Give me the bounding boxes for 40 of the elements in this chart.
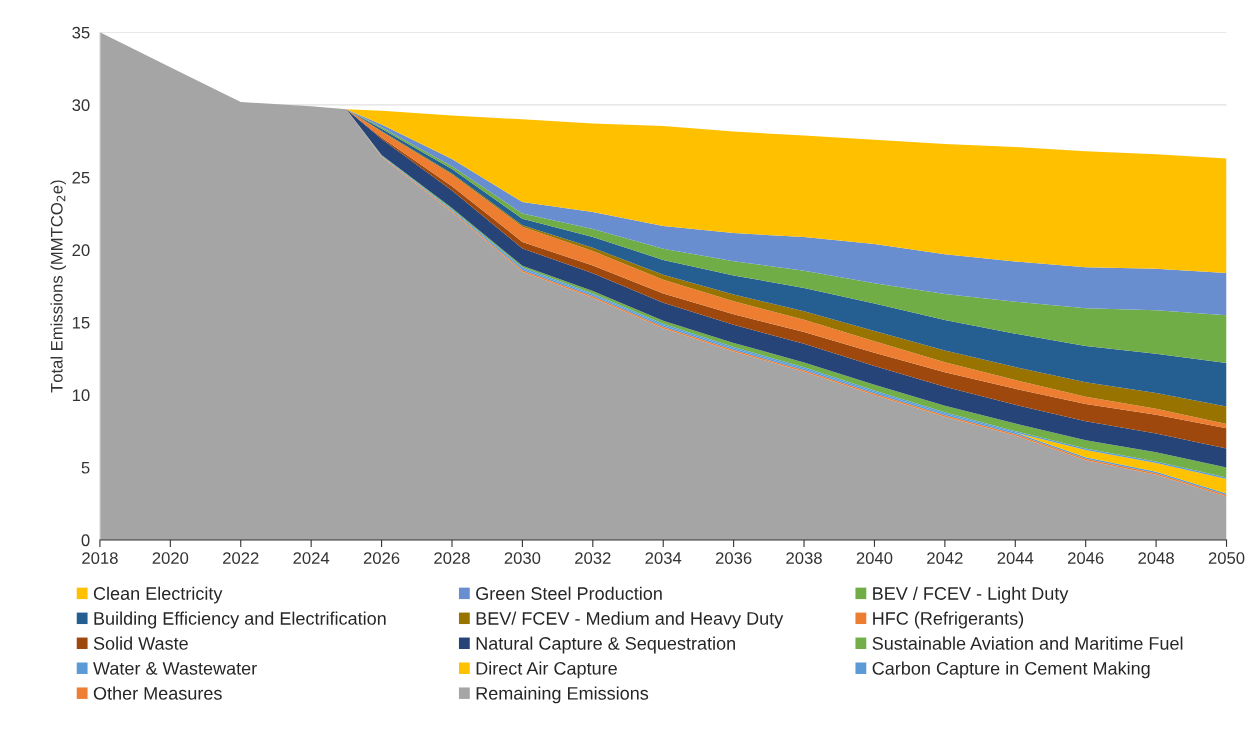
y-tick-label: 5 — [81, 461, 90, 474]
legend-label: Solid Waste — [93, 636, 188, 650]
x-tick-label: 2028 — [434, 552, 470, 564]
legend-label: Other Measures — [93, 686, 222, 700]
y-tick-label: 25 — [72, 171, 90, 184]
x-tick-label: 2026 — [363, 552, 400, 564]
legend-label: Green Steel Production — [476, 586, 662, 600]
x-tick-label: 2018 — [82, 552, 118, 564]
legend-label: BEV/ FCEV - Medium and Heavy Duty — [476, 611, 784, 629]
x-tick-label: 2030 — [504, 552, 541, 564]
x-tick-label: 2022 — [223, 552, 259, 564]
x-tick-label: 2040 — [856, 552, 893, 564]
x-tick-label: 2044 — [997, 552, 1034, 564]
x-tick-label: 2048 — [1138, 552, 1174, 564]
legend-label: Clean Electricity — [93, 586, 223, 604]
x-tick-label: 2038 — [786, 552, 822, 564]
legend-label: Natural Capture & Sequestration — [476, 636, 735, 654]
legend-label: Carbon Capture in Cement Making — [872, 661, 1150, 679]
x-tick-label: 2046 — [1068, 552, 1104, 564]
y-tick-label: 35 — [72, 26, 90, 39]
x-tick-label: 2036 — [715, 552, 752, 564]
x-tick-label: 2034 — [645, 552, 682, 564]
legend-label: Building Efficiency and Electrification — [94, 611, 386, 629]
x-tick-label: 2020 — [152, 552, 189, 564]
y-axis-title: Total Emissions (MMTCO$_{2}$e) — [50, 180, 66, 393]
legend-label: BEV / FCEV - Light Duty — [873, 586, 1069, 604]
x-tick-label: 2050 — [1208, 552, 1245, 564]
y-tick-label: 20 — [72, 244, 90, 257]
legend-label: Remaining Emissions — [476, 686, 649, 704]
legend-label: HFC (Refrigerants) — [873, 611, 1024, 629]
x-tick-label: 2032 — [575, 552, 611, 564]
y-tick-label: 0 — [81, 534, 90, 547]
y-tick-label: 30 — [72, 99, 90, 112]
y-tick-label: 15 — [72, 316, 90, 329]
y-tick-label: 10 — [72, 389, 90, 402]
legend-label: Direct Air Capture — [476, 661, 617, 679]
legend-label: Water & Wastewater — [93, 662, 257, 675]
legend-label: Sustainable Aviation and Maritime Fuel — [872, 636, 1183, 650]
x-tick-label: 2024 — [293, 552, 330, 564]
x-tick-label: 2042 — [927, 552, 963, 564]
